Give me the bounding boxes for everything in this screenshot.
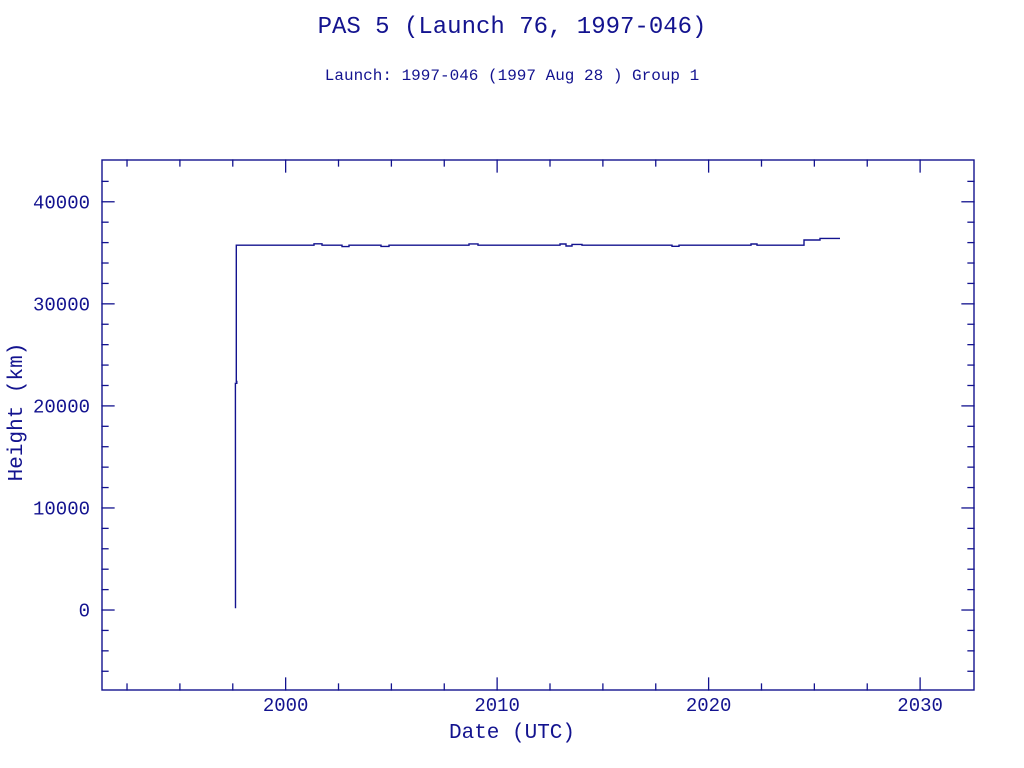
svg-text:Launch: 1997-046 (1997 Aug 28: Launch: 1997-046 (1997 Aug 28 ) Group 1	[325, 67, 699, 85]
svg-text:30000: 30000	[33, 294, 90, 316]
svg-text:Height (km): Height (km)	[6, 343, 29, 482]
svg-text:10000: 10000	[33, 498, 90, 520]
svg-text:0: 0	[79, 601, 90, 623]
svg-text:2010: 2010	[474, 695, 520, 717]
svg-text:40000: 40000	[33, 192, 90, 214]
svg-text:Date (UTC): Date (UTC)	[449, 722, 575, 745]
svg-text:2020: 2020	[686, 695, 732, 717]
svg-text:2030: 2030	[897, 695, 943, 717]
svg-text:20000: 20000	[33, 396, 90, 418]
svg-text:2000: 2000	[263, 695, 309, 717]
svg-text:PAS 5 (Launch 76, 1997-046): PAS 5 (Launch 76, 1997-046)	[318, 14, 707, 41]
